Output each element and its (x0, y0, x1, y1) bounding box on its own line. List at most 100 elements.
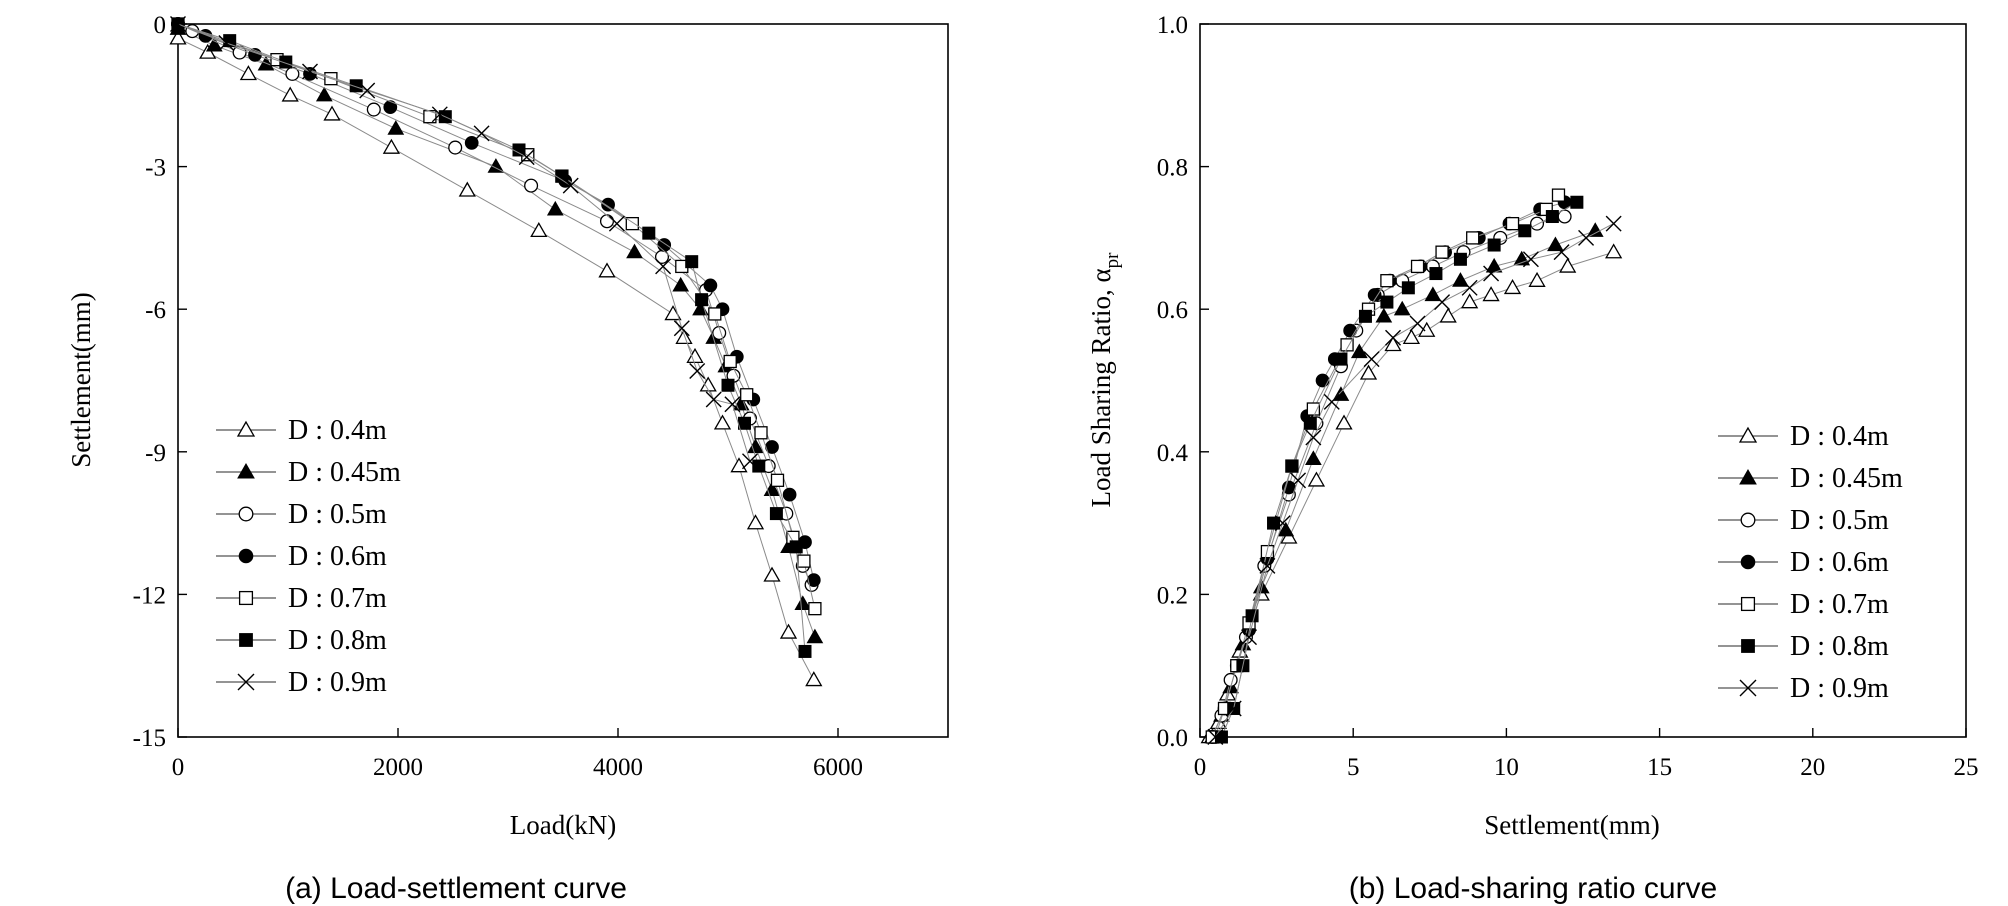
legend-entry: D : 0.8m (216, 625, 387, 656)
data-point (806, 628, 824, 644)
data-point (170, 16, 186, 32)
plot-frame (177, 23, 949, 738)
series-line (177, 23, 806, 652)
data-point (752, 459, 766, 473)
data-point (359, 82, 376, 99)
data-point (1461, 293, 1479, 309)
legend-label: D : 0.6m (288, 541, 387, 572)
data-point (779, 623, 798, 639)
legend-entry: D : 0.5m (216, 499, 387, 530)
data-point (1410, 259, 1425, 274)
legend-marker (1741, 639, 1755, 653)
data-point (1439, 307, 1457, 323)
legend-marker (1739, 468, 1757, 485)
data-point (598, 262, 616, 278)
data-point (1274, 515, 1291, 532)
x-tick-label: 2000 (373, 754, 423, 781)
legend-marker (236, 420, 256, 437)
legend-entry: D : 0.8m (1718, 631, 1889, 662)
data-point (1409, 315, 1426, 332)
data-point (1303, 416, 1317, 430)
legend-label: D : 0.45m (288, 457, 401, 488)
y-tick-label: 0 (154, 12, 167, 39)
axis-ticks: 0 2000 4000 6000 0 -3 -6 -9 -12 -15 (133, 12, 863, 781)
legend-entry: D : 0.4m (216, 415, 387, 446)
y-tick-label: 1.0 (1157, 12, 1188, 39)
data-point (169, 29, 187, 45)
legend-label: D : 0.5m (288, 499, 387, 530)
data-point (383, 100, 398, 115)
series-line (1211, 194, 1559, 738)
data-point (642, 226, 656, 240)
data-point (1530, 216, 1545, 231)
x-axis-label: Settlement(mm) (1484, 810, 1659, 840)
legend-marker (237, 673, 255, 691)
legend-label: D : 0.4m (1790, 421, 1889, 452)
y-tick-label: -3 (145, 155, 166, 182)
a-series-5 (171, 17, 822, 616)
data-point (672, 276, 690, 292)
data-point (1280, 528, 1298, 544)
data-point (1483, 265, 1500, 282)
data-point (1290, 472, 1307, 489)
data-point (1307, 471, 1326, 487)
data-point (1547, 236, 1564, 252)
data-point (530, 221, 548, 238)
data-point (705, 391, 722, 408)
legend-label: D : 0.8m (1790, 631, 1889, 662)
y-tick-label: 0.6 (1157, 297, 1188, 324)
data-point (673, 320, 690, 337)
data-point (1375, 307, 1393, 323)
data-point (205, 36, 223, 52)
data-point (1214, 730, 1228, 744)
data-point (315, 86, 333, 102)
data-point (1305, 429, 1322, 446)
data-point (431, 106, 448, 123)
x-tick-label: 10 (1494, 754, 1519, 781)
data-point (1453, 252, 1467, 266)
data-point (1401, 281, 1415, 295)
data-point (1358, 309, 1372, 323)
legend-entry: D : 0.6m (1718, 547, 1889, 578)
data-point (1245, 609, 1259, 623)
series-line (177, 23, 815, 581)
legend-marker (239, 633, 253, 647)
legend-entry: D : 0.7m (216, 583, 387, 614)
series-line (177, 37, 815, 681)
data-point (1340, 338, 1354, 352)
data-point (1225, 700, 1242, 717)
series-line (177, 23, 813, 586)
data-point (1505, 216, 1520, 231)
data-point (738, 416, 751, 430)
data-point (239, 65, 258, 81)
series-line (177, 23, 816, 609)
y-tick-label: -15 (133, 725, 166, 752)
series-group (169, 16, 824, 687)
series-group (1200, 188, 1623, 745)
data-point (713, 414, 732, 430)
data-point (730, 457, 748, 473)
data-point (797, 554, 811, 568)
legend-label: D : 0.7m (288, 583, 387, 614)
legend-label: D : 0.9m (288, 667, 387, 698)
data-point (723, 354, 737, 369)
y-tick-label: 0.4 (1157, 440, 1189, 467)
data-point (1285, 459, 1299, 473)
legend-entry: D : 0.45m (216, 457, 401, 488)
b-series-1 (1200, 243, 1623, 744)
legend-entry: D : 0.4m (1718, 421, 1889, 452)
data-point (1402, 328, 1421, 344)
data-point (1551, 188, 1566, 202)
data-point (1435, 245, 1449, 259)
series-line (1214, 223, 1614, 738)
data-point (1350, 343, 1368, 359)
data-point (806, 573, 821, 588)
x-tick-label: 20 (1800, 754, 1825, 781)
data-point (1482, 286, 1500, 302)
caption: (a) Load-settlement curve (285, 872, 627, 905)
data-point (218, 35, 235, 52)
data-point (1503, 278, 1522, 295)
legend-marker (1740, 512, 1756, 528)
data-point (699, 376, 717, 392)
